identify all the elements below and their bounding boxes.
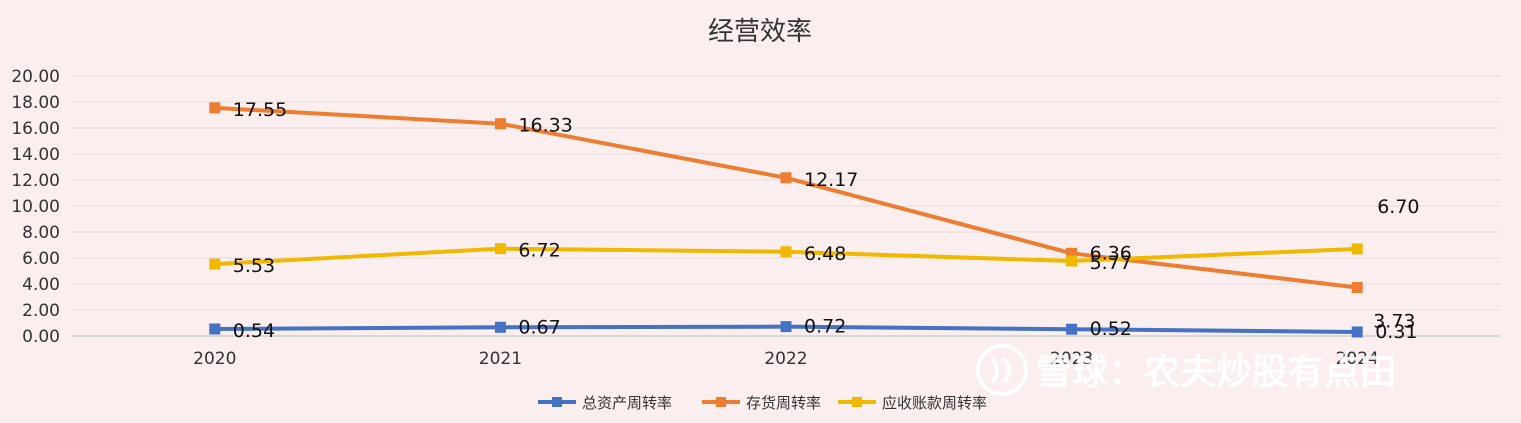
data-point (1351, 282, 1363, 294)
legend-label: 总资产周转率 (582, 394, 672, 412)
legend-swatch-marker (852, 397, 862, 407)
data-label: 0.72 (804, 316, 846, 338)
data-point (494, 243, 506, 255)
data-label: 0.52 (1090, 318, 1132, 340)
y-tick-label: 18.00 (11, 93, 60, 113)
y-tick-label: 16.00 (11, 119, 60, 139)
data-label: 0.31 (1375, 321, 1417, 343)
data-label: 0.54 (233, 320, 275, 342)
data-label: 6.70 (1377, 196, 1419, 218)
legend-item[interactable]: 存货周转率 (702, 394, 821, 412)
legend-swatch-marker (552, 397, 562, 407)
data-label: 5.53 (233, 255, 275, 277)
grid-lines (72, 75, 1500, 337)
series-line-1 (212, 105, 1360, 290)
data-point (1066, 255, 1078, 267)
axes: 0.00 2.00 4.00 6.00 8.00 10.00 12.00 14.00 16.00… (11, 67, 1379, 369)
data-point (780, 246, 792, 258)
data-point (1351, 243, 1363, 255)
y-tick-label: 4.00 (22, 275, 60, 295)
legend-label: 应收账款周转率 (882, 394, 987, 412)
data-point (209, 258, 221, 270)
watermark-text: 雪球：农夫炒股有点田 (1036, 352, 1396, 393)
y-tick-label: 6.00 (22, 249, 60, 269)
y-tick-label: 0.00 (22, 327, 60, 347)
x-tick-label: 2024 (1336, 349, 1379, 369)
data-label: 6.48 (804, 243, 846, 265)
data-point (209, 102, 221, 114)
data-point (780, 172, 792, 184)
data-point (494, 118, 506, 130)
data-point (209, 323, 221, 335)
snowball-logo-icon (976, 344, 1028, 396)
data-point (494, 321, 506, 333)
x-tick-label: 2020 (193, 349, 236, 369)
x-tick-label: 2023 (1050, 349, 1093, 369)
y-tick-label: 10.00 (11, 197, 60, 217)
data-label: 17.55 (233, 99, 287, 121)
chart-title: 经营效率 (708, 17, 812, 47)
data-label: 12.17 (804, 169, 858, 191)
x-tick-label: 2021 (479, 349, 522, 369)
data-point (1066, 247, 1078, 259)
data-labels: 0.54 0.67 0.72 0.52 0.31 17.55 16.33 12.17 6.36 3… (233, 99, 1420, 343)
watermark: 雪球：农夫炒股有点田 (976, 344, 1396, 396)
x-tick-label: 2022 (764, 349, 807, 369)
legend: 总资产周转率 存货周转率 应收账款周转率 (538, 394, 987, 412)
y-tick-label: 20.00 (11, 67, 60, 87)
data-label: 5.77 (1090, 252, 1132, 274)
y-tick-label: 12.00 (11, 171, 60, 191)
y-tick-label: 14.00 (11, 145, 60, 165)
legend-item[interactable]: 总资产周转率 (538, 394, 672, 412)
data-label: 16.33 (518, 115, 572, 137)
data-label: 6.72 (518, 240, 560, 262)
data-point (1351, 326, 1363, 338)
data-label: 6.36 (1090, 242, 1132, 264)
y-tick-label: 2.00 (22, 301, 60, 321)
y-tick-label: 8.00 (22, 223, 60, 243)
legend-label: 存货周转率 (746, 394, 821, 412)
data-point (1066, 323, 1078, 335)
legend-swatch-marker (716, 397, 726, 407)
data-label: 0.67 (518, 316, 560, 338)
data-label: 3.73 (1373, 311, 1415, 333)
series-lines (209, 102, 1363, 338)
legend-item[interactable]: 应收账款周转率 (838, 394, 987, 412)
data-point (780, 321, 792, 333)
